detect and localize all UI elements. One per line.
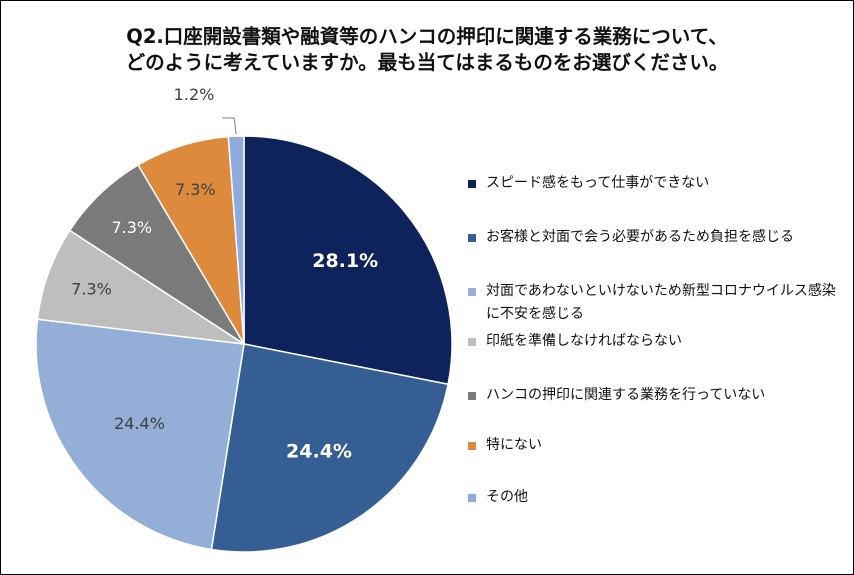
slice-label: 1.2%: [174, 85, 215, 104]
slice-label: 7.3%: [111, 218, 152, 237]
legend-label: ハンコの押印に関連する業務を行っていない: [486, 387, 766, 403]
legend-swatch: [468, 180, 476, 188]
chart-title: Q2.口座開設書類や融資等のハンコの押印に関連する業務について、 どのように考え…: [0, 24, 854, 76]
legend-item: 特にない: [468, 434, 836, 457]
legend-item: ハンコの押印に関連する業務を行っていない: [468, 384, 836, 407]
slice-label: 7.3%: [71, 280, 112, 299]
legend-swatch: [468, 494, 476, 502]
legend-swatch: [468, 338, 476, 346]
legend-item: 印紙を準備しなければならない: [468, 330, 836, 353]
legend-label: 印紙を準備しなければならない: [486, 333, 682, 349]
pie-slice: [35, 318, 245, 551]
slice-label: 24.4%: [286, 440, 352, 462]
pie-slice: [227, 135, 245, 345]
slice-label: 24.4%: [114, 414, 165, 433]
pie-slice: [210, 343, 449, 553]
legend-label: その他: [486, 489, 528, 505]
legend-item: スピード感をもって仕事ができない: [468, 172, 836, 195]
leader-line: [222, 117, 237, 135]
chart-title-line-2: どのように考えていますか。最も当てはまるものをお選びください。: [125, 51, 729, 74]
chart-title-line-1: Q2.口座開設書類や融資等のハンコの押印に関連する業務について、: [126, 25, 728, 48]
legend-swatch: [468, 442, 476, 450]
legend-swatch: [468, 234, 476, 242]
legend-swatch: [468, 392, 476, 400]
slice-label: 7.3%: [175, 180, 216, 199]
legend-item: お客様と対面で会う必要があるため負担を感じる: [468, 226, 836, 249]
legend-swatch: [468, 288, 476, 296]
legend-item: 対面であわないといけないため新型コロナウイルス感染に不安を感じる: [468, 280, 836, 326]
legend-label: 対面であわないといけないため新型コロナウイルス感染に不安を感じる: [486, 283, 836, 322]
legend-label: スピード感をもって仕事ができない: [486, 175, 710, 191]
slice-label: 28.1%: [312, 250, 378, 272]
pie-slice: [243, 135, 453, 386]
legend-label: お客様と対面で会う必要があるため負担を感じる: [486, 229, 794, 245]
legend-label: 特にない: [486, 437, 542, 453]
legend-item: その他: [468, 486, 836, 509]
